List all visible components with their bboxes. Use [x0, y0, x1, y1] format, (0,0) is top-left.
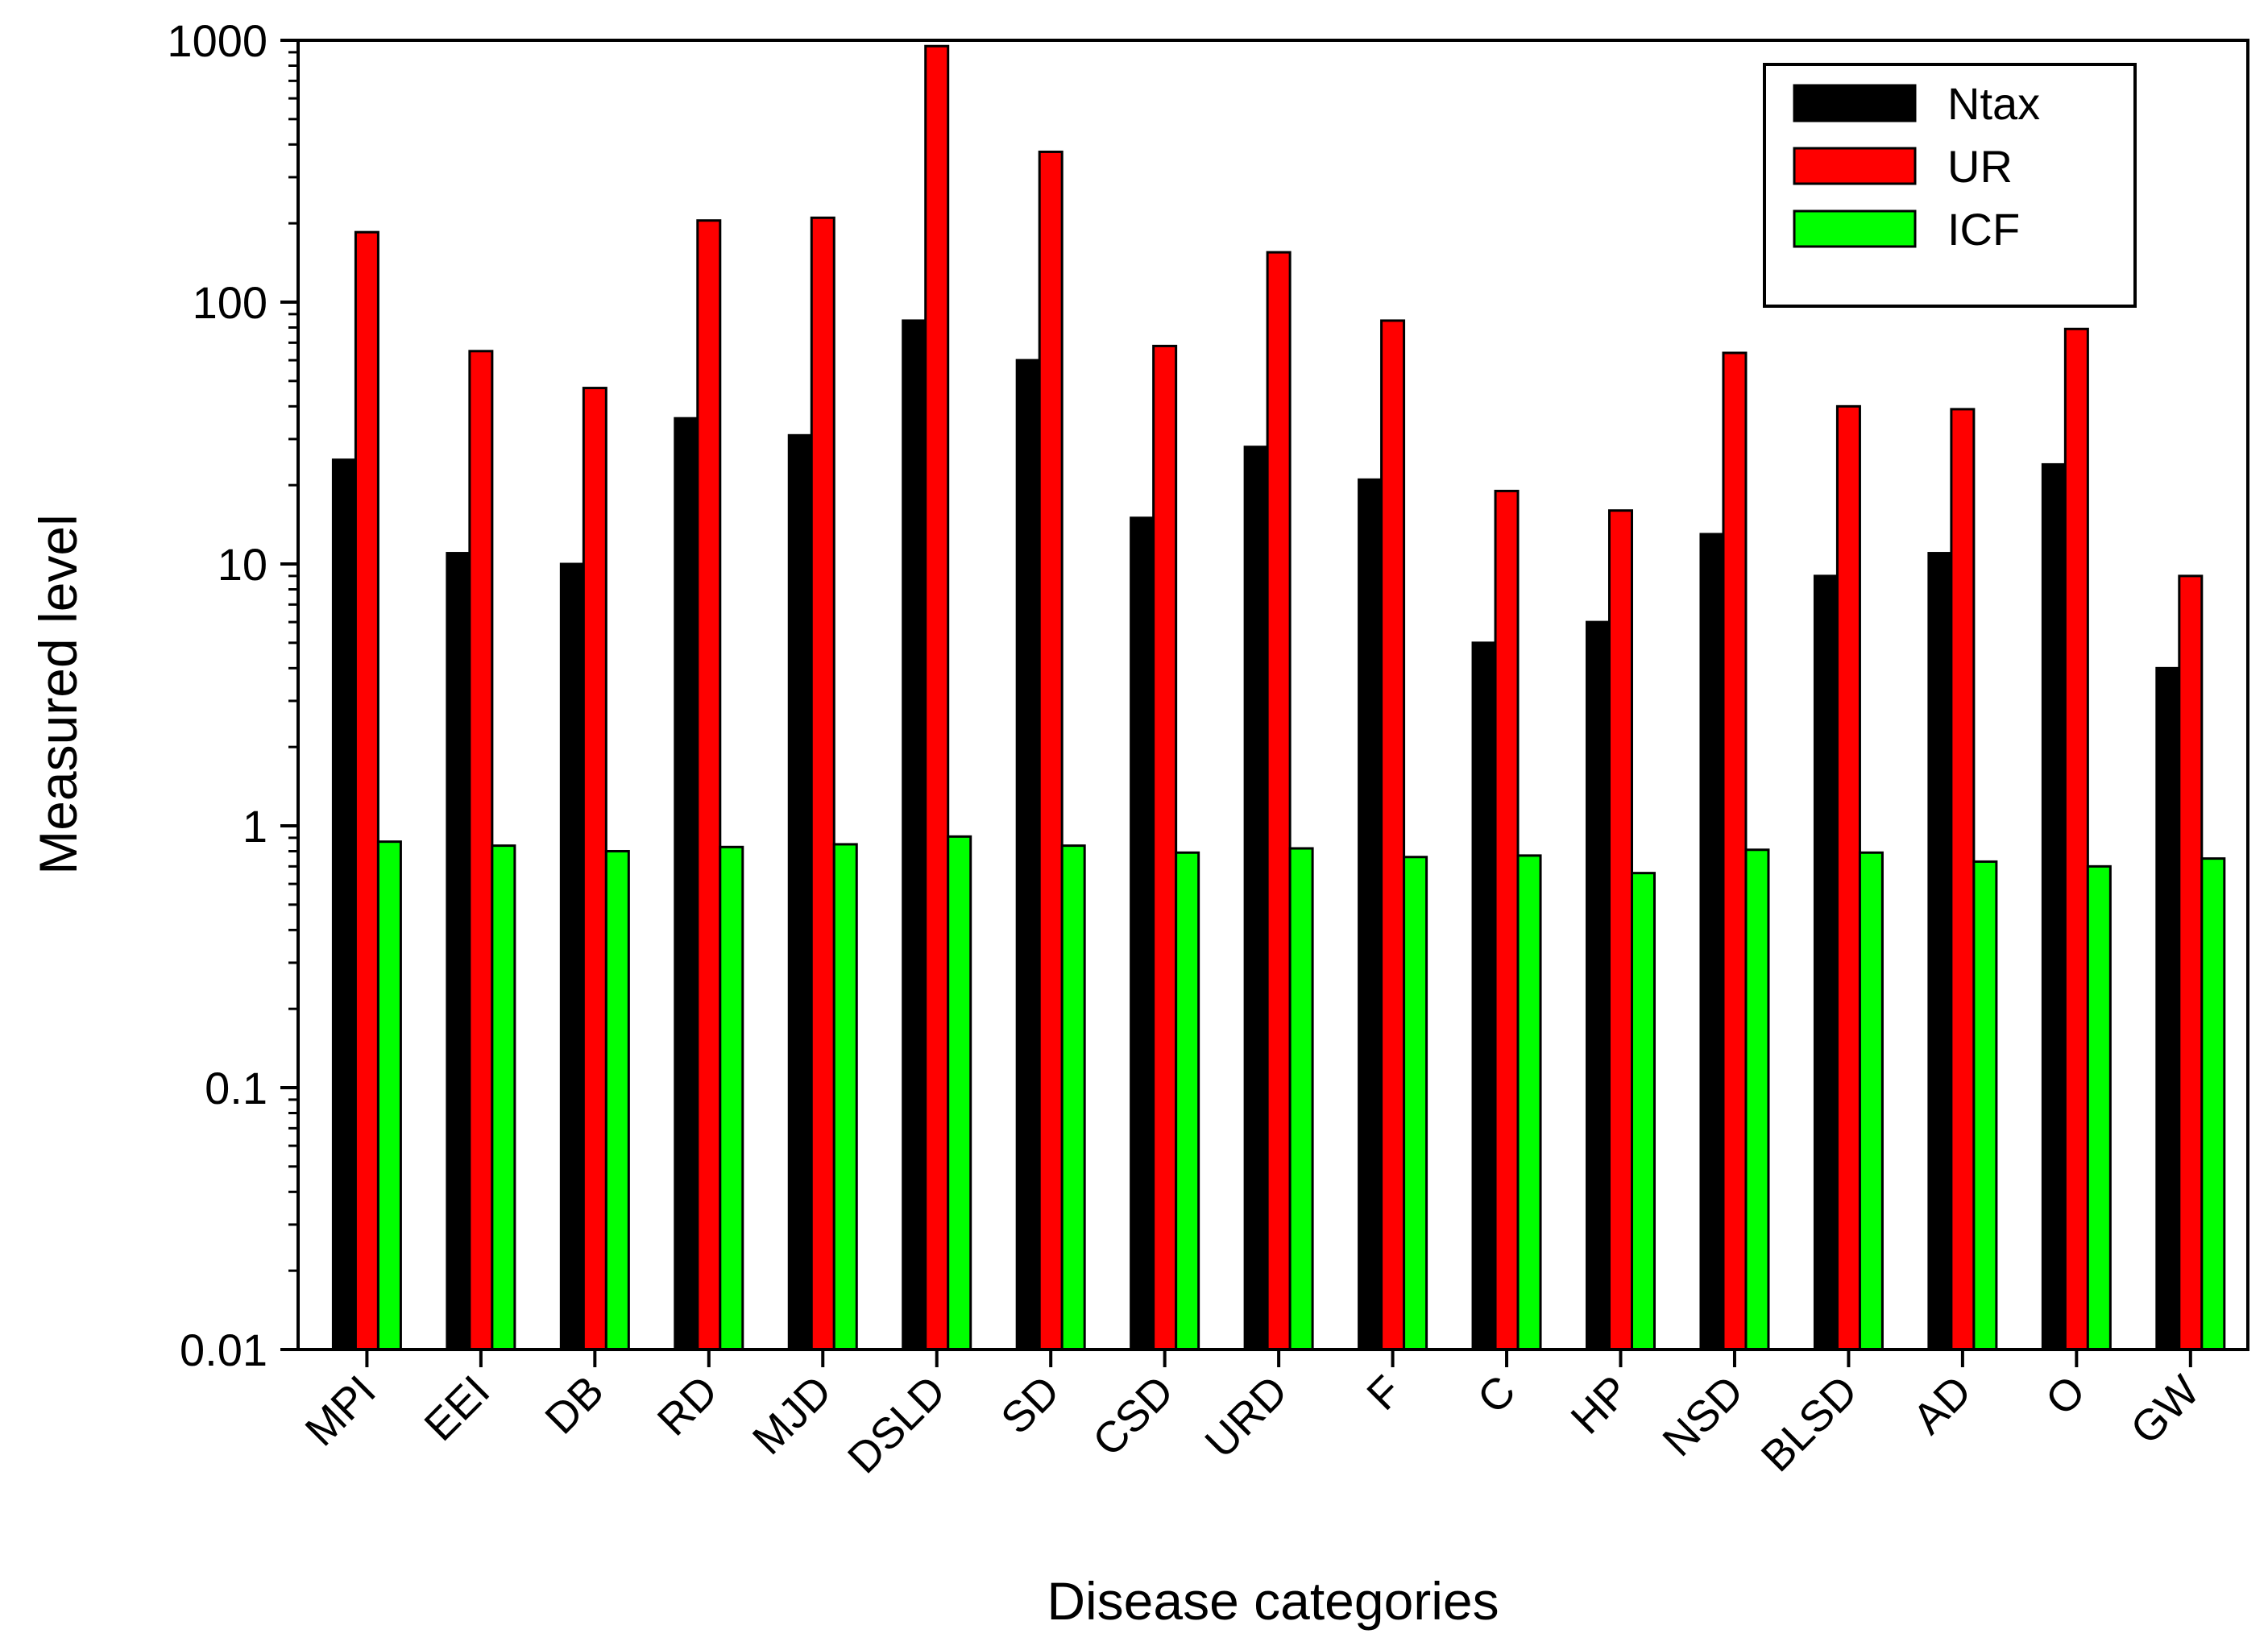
bar-ur-csd — [1152, 344, 1178, 1351]
bar-ur-sd — [1038, 150, 1064, 1351]
legend-label-icf: ICF — [1947, 204, 2020, 255]
bar-icf-c — [1516, 854, 1542, 1351]
bar-icf-nsd — [1744, 848, 1770, 1351]
x-axis-title: Disease categories — [1047, 1571, 1499, 1631]
bar-icf-eei — [491, 844, 516, 1351]
bar-ntax-eei — [446, 552, 471, 1351]
y-tick-label: 0.01 — [180, 1325, 267, 1375]
bar-icf-hp — [1631, 872, 1656, 1351]
bar-ntax-f — [1358, 478, 1383, 1351]
bar-ur-mpi — [354, 230, 379, 1351]
legend-swatch-icf — [1793, 209, 1917, 248]
bar-ur-db — [582, 387, 607, 1351]
bar-ur-gw — [2178, 574, 2204, 1351]
legend-items: Ntax UR ICF — [1793, 78, 2040, 255]
bar-icf-mjd — [832, 843, 858, 1351]
bars-layer — [331, 44, 2226, 1351]
bar-icf-ad — [1972, 860, 1998, 1351]
bar-icf-blsd — [1858, 851, 1884, 1351]
bar-ur-blsd — [1835, 404, 1861, 1351]
bar-ntax-db — [559, 562, 585, 1351]
y-tick-label: 100 — [193, 277, 267, 328]
bar-icf-sd — [1060, 844, 1086, 1351]
bar-ntax-mpi — [331, 458, 357, 1351]
bar-icf-rd — [719, 845, 744, 1351]
bar-ur-o — [2063, 327, 2089, 1351]
bar-ntax-hp — [1586, 620, 1611, 1351]
bar-icf-db — [604, 849, 630, 1351]
y-axis-title: Measured level — [28, 514, 88, 875]
legend-swatch-ur — [1793, 147, 1917, 185]
y-tick-label: 1 — [243, 801, 267, 852]
bar-icf-dsld — [947, 835, 972, 1351]
bar-ur-hp — [1608, 509, 1634, 1351]
bar-icf-f — [1403, 856, 1428, 1351]
legend-label-ur: UR — [1947, 141, 2013, 192]
bar-ntax-gw — [2155, 666, 2181, 1351]
bar-ntax-c — [1471, 641, 1497, 1351]
bar-icf-mpi — [376, 840, 402, 1351]
y-tick-labels: 0.01 0.1 1 10 100 1000 — [167, 15, 267, 1375]
bar-ntax-dsld — [902, 319, 927, 1351]
y-tick-label: 1000 — [167, 15, 267, 66]
legend-swatch-ntax — [1793, 84, 1917, 122]
bar-icf-o — [2086, 864, 2112, 1351]
bar-ur-ad — [1950, 408, 1976, 1351]
bar-ntax-ad — [1927, 552, 1953, 1351]
bar-ur-urd — [1266, 251, 1292, 1351]
bar-ur-dsld — [924, 44, 950, 1351]
y-tick-label: 10 — [218, 539, 267, 590]
bar-ntax-mjd — [787, 433, 813, 1351]
bar-ur-rd — [696, 219, 722, 1351]
legend: Ntax UR ICF — [1763, 63, 2137, 308]
bar-ntax-rd — [674, 417, 699, 1351]
bar-ur-mjd — [810, 216, 835, 1351]
bar-icf-urd — [1288, 847, 1314, 1351]
bar-ntax-urd — [1243, 446, 1269, 1351]
y-tick-label: 0.1 — [205, 1063, 267, 1113]
bar-ntax-csd — [1130, 516, 1155, 1351]
bar-ur-f — [1380, 319, 1406, 1351]
legend-label-ntax: Ntax — [1947, 78, 2040, 129]
bar-ur-nsd — [1722, 351, 1748, 1351]
bar-icf-csd — [1175, 851, 1200, 1351]
bar-ur-c — [1494, 489, 1520, 1351]
bar-icf-gw — [2200, 857, 2226, 1351]
bar-ntax-blsd — [1813, 574, 1839, 1351]
bar-ntax-nsd — [1699, 533, 1725, 1351]
bar-ntax-o — [2041, 462, 2067, 1351]
plot-frame — [296, 39, 2249, 1351]
bar-ur-eei — [468, 350, 494, 1351]
bar-ntax-sd — [1015, 359, 1041, 1351]
